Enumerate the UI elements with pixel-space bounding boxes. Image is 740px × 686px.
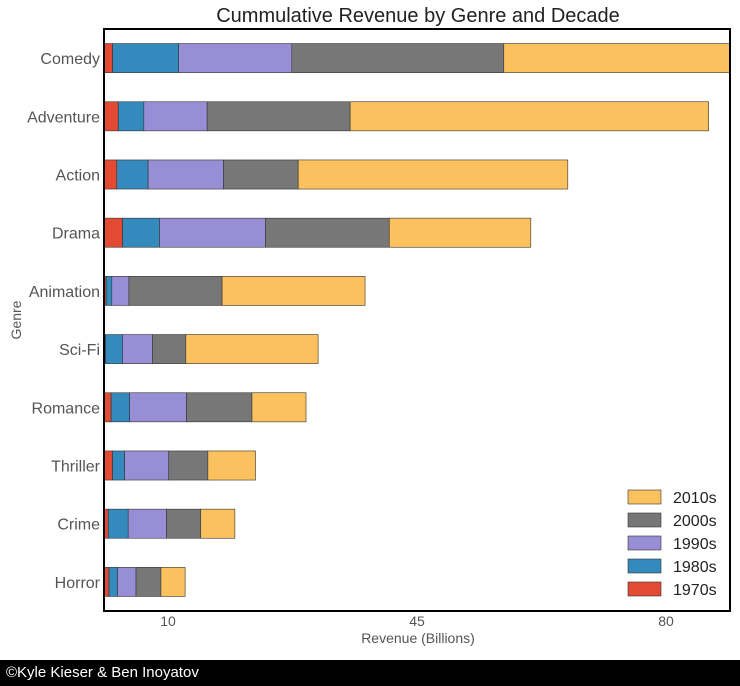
bar-horror-1980s xyxy=(108,567,118,597)
genre-label: Romance xyxy=(32,400,101,417)
legend-swatch-1980s xyxy=(627,558,662,574)
genre-label: Comedy xyxy=(40,51,100,68)
bar-comedy-2000s xyxy=(291,43,505,73)
x-tick-label: 10 xyxy=(160,613,176,629)
legend-label-1980s: 1980s xyxy=(673,559,717,576)
bar-crime-2000s xyxy=(166,508,202,539)
bar-drama-2000s xyxy=(265,217,390,248)
bar-romance-2010s xyxy=(251,392,307,423)
bar-thriller-1990s xyxy=(124,450,170,481)
legend-label-1970s: 1970s xyxy=(673,582,717,599)
legend-label-2000s: 2000s xyxy=(673,513,717,530)
genre-label: Sci-Fi xyxy=(59,342,100,359)
bar-animation-1980s xyxy=(105,276,113,306)
bar-comedy-2010s xyxy=(503,43,732,73)
bar-sci-fi-2000s xyxy=(152,334,187,364)
bar-adventure-1980s xyxy=(117,101,145,132)
bar-comedy-1970s xyxy=(103,43,113,73)
bar-action-1980s xyxy=(116,159,149,190)
legend-swatch-1990s xyxy=(627,535,662,551)
bars-layer xyxy=(103,43,732,597)
bar-romance-1990s xyxy=(129,392,187,423)
legend-swatch-2000s xyxy=(627,512,662,528)
legend-swatch-1970s xyxy=(627,581,662,597)
bar-romance-1970s xyxy=(103,392,112,423)
genre-label: Animation xyxy=(29,284,100,301)
bar-drama-1980s xyxy=(122,217,160,248)
bar-adventure-1990s xyxy=(143,101,208,132)
genre-label: Drama xyxy=(52,226,100,243)
genre-label: Adventure xyxy=(27,109,100,126)
legend-swatch-2010s xyxy=(627,489,662,505)
bar-action-2010s xyxy=(297,159,569,190)
credit-text: ©Kyle Kieser & Ben Inoyatov xyxy=(6,664,199,681)
plot-frame xyxy=(103,28,731,612)
genre-label: Crime xyxy=(57,517,100,534)
bar-crime-1990s xyxy=(127,508,167,539)
legend: 2010s 2000s 1990s 1980s 1970s xyxy=(627,489,717,599)
bar-crime-2010s xyxy=(200,508,236,539)
bar-comedy-1990s xyxy=(178,43,293,73)
bar-action-1970s xyxy=(103,159,118,190)
bar-thriller-2010s xyxy=(207,450,256,481)
legend-label-1990s: 1990s xyxy=(673,536,717,553)
bar-thriller-2000s xyxy=(168,450,209,481)
revenue-bar-chart: Cummulative Revenue by Genre and Decade … xyxy=(8,5,732,646)
genre-tick-labels: Comedy Adventure Action Drama Animation Sci-F… xyxy=(27,51,101,592)
x-tick-label: 45 xyxy=(409,613,425,629)
bar-adventure-2000s xyxy=(206,101,351,132)
bar-animation-2000s xyxy=(128,276,223,306)
bar-action-1990s xyxy=(147,159,224,190)
genre-label: Horror xyxy=(55,575,101,592)
bar-drama-2010s xyxy=(388,217,532,248)
bar-animation-2010s xyxy=(221,276,366,306)
bar-horror-2010s xyxy=(160,567,186,597)
bar-horror-2000s xyxy=(135,567,162,597)
y-axis-label: Genre xyxy=(8,300,24,339)
bar-adventure-2010s xyxy=(349,101,709,132)
bar-drama-1990s xyxy=(159,217,266,248)
bar-romance-2000s xyxy=(186,392,253,423)
bar-horror-1990s xyxy=(117,567,137,597)
credit-footer: ©Kyle Kieser & Ben Inoyatov xyxy=(0,660,740,686)
bar-drama-1970s xyxy=(103,217,123,248)
bar-sci-fi-2010s xyxy=(185,334,319,364)
genre-label: Thriller xyxy=(51,459,101,476)
genre-label: Action xyxy=(56,168,100,185)
x-tick-label: 80 xyxy=(658,613,674,629)
bar-adventure-1970s xyxy=(103,101,119,132)
legend-label-2010s: 2010s xyxy=(673,490,717,507)
bar-sci-fi-1980s xyxy=(105,334,123,364)
x-axis-label: Revenue (Billions) xyxy=(361,630,475,646)
bar-animation-1990s xyxy=(111,276,130,306)
bar-sci-fi-1990s xyxy=(122,334,153,364)
bar-thriller-1970s xyxy=(103,450,113,481)
bar-crime-1980s xyxy=(107,508,129,539)
x-axis-ticks: 10 45 80 xyxy=(160,613,674,629)
bar-thriller-1980s xyxy=(112,450,125,481)
bar-comedy-1980s xyxy=(112,43,179,73)
chart-title: Cummulative Revenue by Genre and Decade xyxy=(216,5,620,27)
bar-romance-1980s xyxy=(110,392,130,423)
bar-action-2000s xyxy=(223,159,299,190)
